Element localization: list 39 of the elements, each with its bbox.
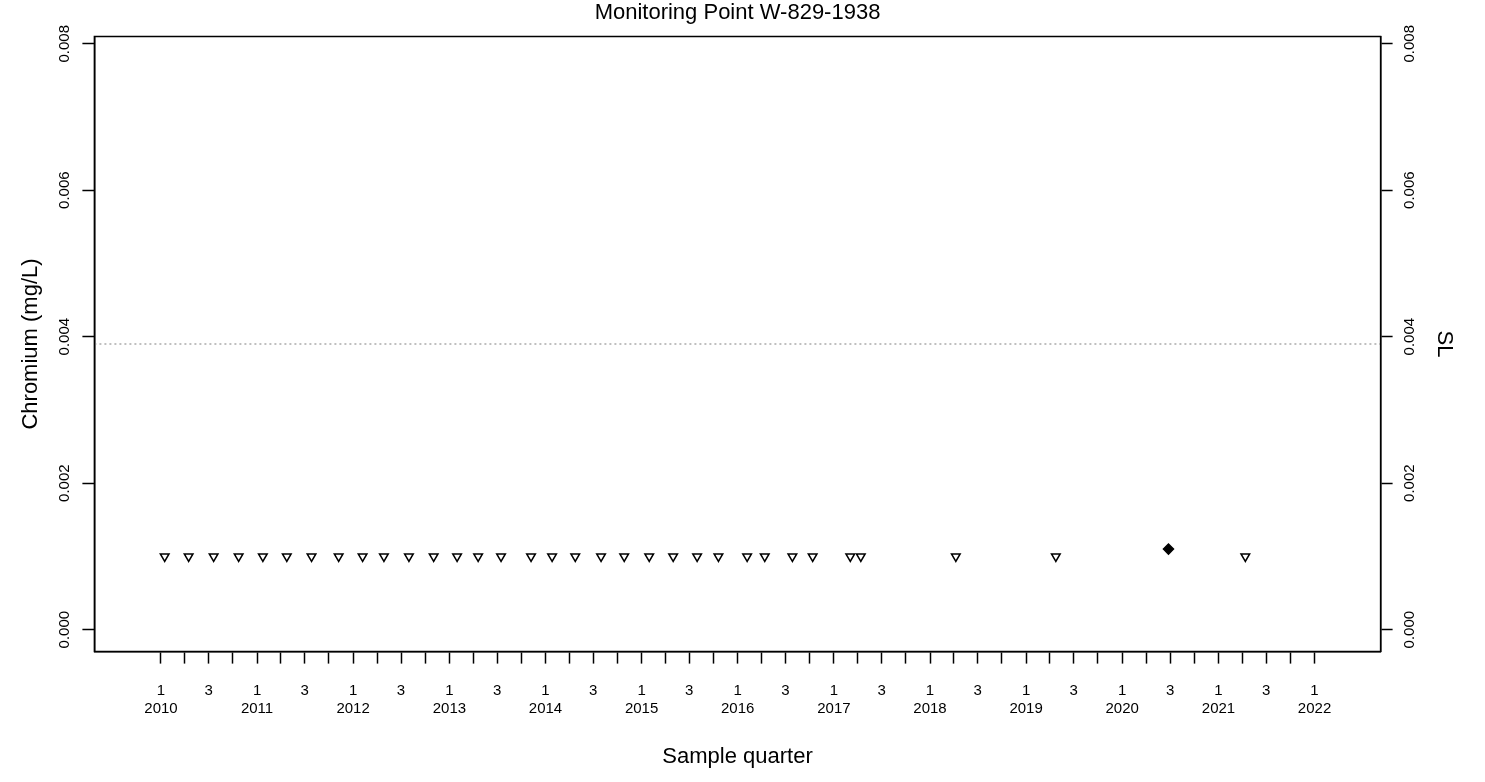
y2-tick-label: 0.008 bbox=[1400, 24, 1418, 63]
y-tick-label: 0.000 bbox=[55, 610, 73, 649]
x-tick-label: 1 2021 bbox=[1201, 680, 1236, 716]
chart-title: Monitoring Point W-829-1938 bbox=[594, 0, 881, 25]
x-tick-label: 1 2014 bbox=[528, 680, 563, 716]
x-axis-title: Sample quarter bbox=[662, 742, 813, 768]
y-tick-label: 0.008 bbox=[55, 24, 73, 63]
y2-tick-label: 0.002 bbox=[1400, 464, 1418, 502]
x-tick-label: 1 2011 bbox=[240, 680, 274, 716]
y-tick-label: 0.002 bbox=[55, 464, 73, 502]
x-tick-label: 1 2022 bbox=[1297, 680, 1332, 716]
x-tick-label: 3 bbox=[588, 680, 598, 698]
x-tick-label: 3 bbox=[685, 680, 694, 698]
x-tick-label: 3 bbox=[1165, 680, 1175, 698]
x-tick-label: 3 bbox=[1261, 680, 1271, 698]
x-tick-label: 3 bbox=[1069, 680, 1078, 698]
y-tick-label: 0.006 bbox=[55, 171, 73, 209]
y-axis-title: Chromium (mg/L) bbox=[17, 258, 43, 430]
x-tick-label: 3 bbox=[877, 680, 886, 698]
x-tick-label: 3 bbox=[396, 680, 406, 698]
x-tick-label: 1 2015 bbox=[624, 680, 659, 716]
x-tick-label: 1 2013 bbox=[432, 680, 467, 716]
x-tick-label: 1 2018 bbox=[913, 680, 947, 716]
x-tick-label: 1 2010 bbox=[144, 680, 178, 716]
x-tick-label: 1 2012 bbox=[336, 680, 370, 716]
y2-tick-label: 0.004 bbox=[1400, 317, 1418, 356]
x-tick-label: 3 bbox=[300, 680, 309, 698]
x-tick-label: 1 2016 bbox=[720, 680, 755, 716]
x-tick-label: 3 bbox=[204, 680, 213, 698]
y2-axis-title: SL bbox=[1432, 330, 1458, 358]
y2-tick-label: 0.000 bbox=[1400, 610, 1418, 649]
x-tick-label: 3 bbox=[492, 680, 502, 698]
y2-tick-label: 0.006 bbox=[1400, 171, 1418, 209]
x-tick-label: 3 bbox=[973, 680, 982, 698]
x-tick-label: 3 bbox=[781, 680, 790, 698]
x-tick-label: 1 2017 bbox=[817, 680, 851, 716]
x-tick-label: 1 2019 bbox=[1009, 680, 1043, 716]
x-tick-label: 1 2020 bbox=[1105, 680, 1139, 716]
y-tick-label: 0.004 bbox=[55, 317, 73, 356]
